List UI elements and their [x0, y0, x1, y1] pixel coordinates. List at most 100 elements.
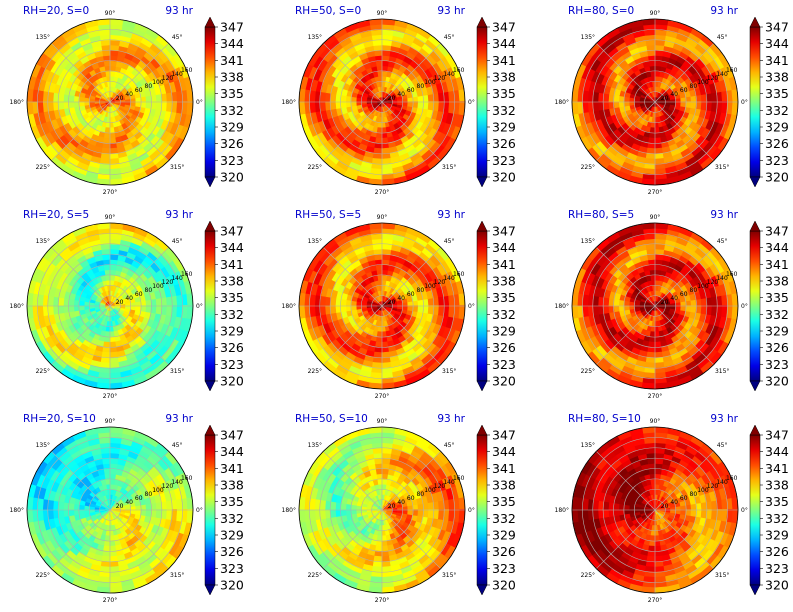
- field-cell: [109, 279, 115, 286]
- theta-tick-label: 315°: [442, 164, 456, 171]
- field-cell: [360, 302, 367, 307]
- theta-grid-line: [109, 43, 169, 103]
- colorbar-tick-label: 344: [765, 36, 789, 51]
- field-cell: [104, 127, 111, 134]
- colorbar-extend-max: [204, 16, 216, 28]
- r-tick-label: 20: [388, 299, 396, 306]
- field-cell: [109, 473, 117, 480]
- theta-tick-label: 315°: [170, 572, 184, 579]
- colorbar-tick-label: 344: [765, 240, 789, 255]
- theta-tick-label: 180°: [555, 99, 569, 106]
- field-cell: [103, 341, 111, 348]
- field-cell: [125, 101, 132, 106]
- field-cell: [109, 80, 114, 87]
- field-cell: [103, 336, 111, 343]
- r-tick-label: 60: [407, 291, 415, 298]
- theta-tick-label: 135°: [308, 238, 322, 245]
- field-cell: [648, 132, 656, 139]
- field-cell: [103, 132, 111, 139]
- field-cell: [623, 300, 630, 307]
- colorbar-extend-min: [476, 176, 488, 188]
- colorbar-tick-label: 341: [765, 257, 789, 272]
- theta-tick-label: 0°: [468, 303, 475, 310]
- field-cell: [654, 70, 661, 77]
- theta-tick-label: 45°: [172, 238, 183, 245]
- r-tick-label: 60: [135, 87, 143, 94]
- colorbar-tick-label: 338: [220, 478, 244, 493]
- panel-title: RH=50, S=5: [295, 209, 361, 221]
- field-cell: [109, 258, 118, 266]
- theta-tick-label: 270°: [103, 393, 117, 400]
- colorbar-body: [749, 230, 761, 382]
- colorbar-tick-label: 323: [492, 357, 516, 372]
- field-cell: [376, 331, 383, 338]
- theta-tick-label: 225°: [581, 368, 595, 375]
- field-cell: [350, 300, 357, 307]
- colorbar-tick-label: 341: [765, 53, 789, 68]
- r-tick-label: 20: [116, 503, 124, 510]
- field-cell: [375, 137, 383, 144]
- theta-tick-label: 135°: [581, 34, 595, 41]
- field-cell: [648, 341, 656, 348]
- field-cell: [654, 54, 663, 62]
- colorbar-tick-label: 335: [765, 86, 789, 101]
- theta-tick-label: 135°: [581, 238, 595, 245]
- colorbar-body: [204, 230, 216, 382]
- colorbar-extend-max: [749, 220, 761, 232]
- theta-tick-label: 270°: [375, 189, 389, 196]
- r-tick-label: 60: [407, 87, 415, 94]
- colorbar-tick-label: 347: [492, 20, 516, 35]
- theta-tick-label: 90°: [105, 10, 116, 17]
- r-tick-label: 20: [388, 95, 396, 102]
- field-cell: [381, 269, 389, 276]
- colorbar-tick-label: 332: [220, 103, 244, 118]
- field-cell: [106, 525, 111, 532]
- panel-time: 93 hr: [710, 209, 738, 221]
- field-cell: [647, 142, 656, 150]
- field-cell: [412, 101, 419, 109]
- field-cell: [685, 101, 692, 109]
- field-cell: [73, 299, 80, 307]
- field-cell: [381, 54, 390, 62]
- field-cell: [103, 540, 111, 547]
- colorbar-tick-label: 341: [220, 461, 244, 476]
- panel-time: 93 hr: [165, 413, 193, 425]
- field-cell: [648, 336, 656, 343]
- theta-grid-line: [51, 43, 111, 103]
- field-cell: [654, 65, 662, 72]
- colorbar-tick-label: 344: [492, 240, 516, 255]
- colorbar-tick-label: 326: [765, 340, 789, 355]
- field-cell: [607, 298, 615, 307]
- field-cell: [649, 331, 656, 338]
- colorbar-tick-label: 329: [220, 324, 244, 339]
- field-cell: [675, 305, 682, 311]
- theta-grid-line: [51, 101, 111, 161]
- colorbar-tick-label: 341: [220, 53, 244, 68]
- panel-title: RH=20, S=10: [23, 413, 96, 425]
- colorbar-tick-label: 326: [220, 544, 244, 559]
- theta-tick-label: 0°: [468, 99, 475, 106]
- field-cell: [345, 95, 352, 103]
- r-tick-label: 40: [397, 295, 405, 302]
- field-cell: [381, 284, 386, 291]
- colorbar-body: [749, 26, 761, 178]
- r-tick-label: 40: [397, 91, 405, 98]
- colorbar-tick-label: 320: [765, 374, 789, 389]
- field-cell: [613, 299, 620, 307]
- field-cell: [680, 101, 687, 108]
- polar-panel: 2040608010012014016090°45°0°315°270°225°…: [555, 5, 789, 196]
- field-cell: [651, 117, 656, 124]
- field-cell: [680, 305, 687, 312]
- colorbar-tick-label: 329: [220, 120, 244, 135]
- colorbar-body: [476, 230, 488, 382]
- polar-panel: 2040608010012014016090°45°0°315°270°225°…: [282, 5, 516, 196]
- field-cell: [109, 478, 116, 485]
- r-tick-label: 20: [661, 299, 669, 306]
- field-cell: [377, 326, 383, 333]
- colorbar-tick-label: 323: [220, 357, 244, 372]
- field-cell: [88, 302, 95, 307]
- field-cell: [145, 305, 152, 313]
- field-cell: [83, 301, 90, 307]
